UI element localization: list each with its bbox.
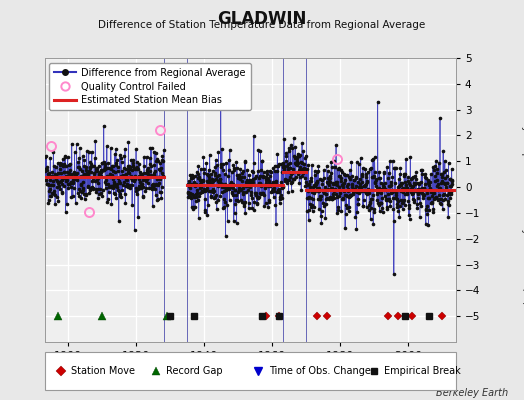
Y-axis label: Monthly Temperature Anomaly Difference (°C): Monthly Temperature Anomaly Difference (… [521,95,524,305]
Text: Difference of Station Temperature Data from Regional Average: Difference of Station Temperature Data f… [99,20,425,30]
Legend: Difference from Regional Average, Quality Control Failed, Estimated Station Mean: Difference from Regional Average, Qualit… [49,63,251,110]
Text: Time of Obs. Change: Time of Obs. Change [269,366,370,376]
Text: Berkeley Earth: Berkeley Earth [436,388,508,398]
Text: Station Move: Station Move [71,366,135,376]
Text: Empirical Break: Empirical Break [384,366,461,376]
Text: GLADWIN: GLADWIN [217,10,307,28]
Text: Record Gap: Record Gap [166,366,223,376]
